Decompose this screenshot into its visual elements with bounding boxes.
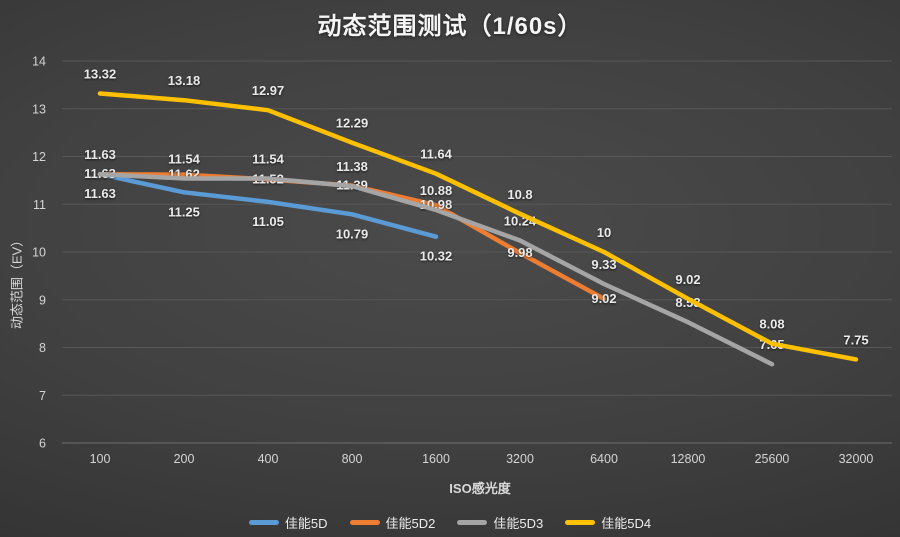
data-label-佳能5D3: 10.88 [420, 183, 453, 198]
x-tick-label: 25600 [755, 452, 790, 466]
x-tick-label: 100 [90, 452, 111, 466]
data-label-佳能5D4: 12.29 [336, 116, 369, 131]
y-tick-label: 6 [39, 437, 46, 451]
series-line-佳能5D4 [97, 91, 859, 362]
legend-label: 佳能5D3 [493, 516, 544, 531]
x-axis-title: ISO感光度 [449, 481, 511, 496]
x-tick-label: 800 [342, 452, 363, 466]
legend-line-swatch [248, 520, 279, 525]
data-label-佳能5D4: 11.64 [420, 147, 453, 162]
y-tick-label: 11 [33, 198, 46, 212]
x-tick-label: 12800 [671, 452, 706, 466]
x-tick-label: 1600 [422, 452, 450, 466]
legend-label: 佳能5D2 [385, 516, 436, 531]
data-label-佳能5D2: 9.98 [507, 245, 532, 260]
data-label-佳能5D2: 9.02 [591, 291, 616, 306]
y-tick-label: 13 [32, 102, 46, 116]
data-label-佳能5D4: 10 [597, 225, 611, 240]
legend-line-swatch [457, 520, 488, 525]
data-label-佳能5D4: 12.97 [252, 83, 285, 98]
x-tick-label: 3200 [506, 452, 534, 466]
y-tick-label: 10 [32, 246, 46, 260]
legend-item-佳能5D3: 佳能5D3 [457, 513, 543, 532]
data-label-佳能5D4: 9.02 [675, 272, 700, 287]
legend-label: 佳能5D4 [601, 516, 652, 531]
y-tick-label: 9 [39, 293, 46, 307]
x-tick-label: 32000 [839, 452, 874, 466]
data-label-佳能5D4: 8.08 [759, 317, 784, 332]
legend-item-佳能5D: 佳能5D [248, 513, 328, 532]
y-tick-label: 12 [32, 150, 46, 164]
y-tick-label: 8 [39, 341, 46, 355]
data-label-佳能5D: 10.32 [420, 249, 453, 264]
data-label-佳能5D3: 9.33 [591, 257, 616, 272]
data-label-佳能5D3: 11.63 [84, 147, 116, 162]
legend-label: 佳能5D [284, 516, 328, 531]
legend-item-佳能5D4: 佳能5D4 [565, 513, 651, 532]
chart-title: 动态范围测试（1/60s） [317, 13, 583, 40]
y-tick-label: 14 [32, 55, 46, 69]
chart-legend: 佳能5D 佳能5D2 佳能5D3 佳能5D4 [0, 513, 900, 532]
data-label-佳能5D3: 11.54 [168, 151, 201, 166]
x-tick-label: 400 [258, 452, 279, 466]
data-label-佳能5D: 11.05 [252, 214, 284, 229]
data-label-佳能5D4: 7.75 [843, 332, 868, 347]
x-tick-label: 200 [174, 452, 195, 466]
data-label-佳能5D4: 13.18 [168, 73, 201, 88]
series-line-佳能5D [97, 171, 439, 239]
data-label-佳能5D: 10.79 [336, 226, 369, 241]
data-label-佳能5D3: 11.38 [336, 159, 368, 174]
y-axis-title: 动态范围（EV） [9, 233, 25, 330]
x-tick-label: 6400 [590, 452, 618, 466]
data-label-佳能5D4: 10.8 [507, 187, 532, 202]
data-label-佳能5D3: 8.53 [675, 295, 700, 310]
y-tick-label: 7 [39, 389, 46, 403]
legend-line-swatch [349, 520, 380, 525]
data-label-佳能5D3: 11.54 [252, 151, 285, 166]
data-label-佳能5D: 11.25 [168, 204, 200, 219]
legend-line-swatch [565, 520, 596, 525]
data-label-佳能5D4: 13.32 [84, 66, 117, 81]
legend-item-佳能5D2: 佳能5D2 [349, 513, 436, 532]
data-label-佳能5D: 11.63 [84, 186, 116, 201]
series-line-佳能5D3 [97, 171, 775, 367]
